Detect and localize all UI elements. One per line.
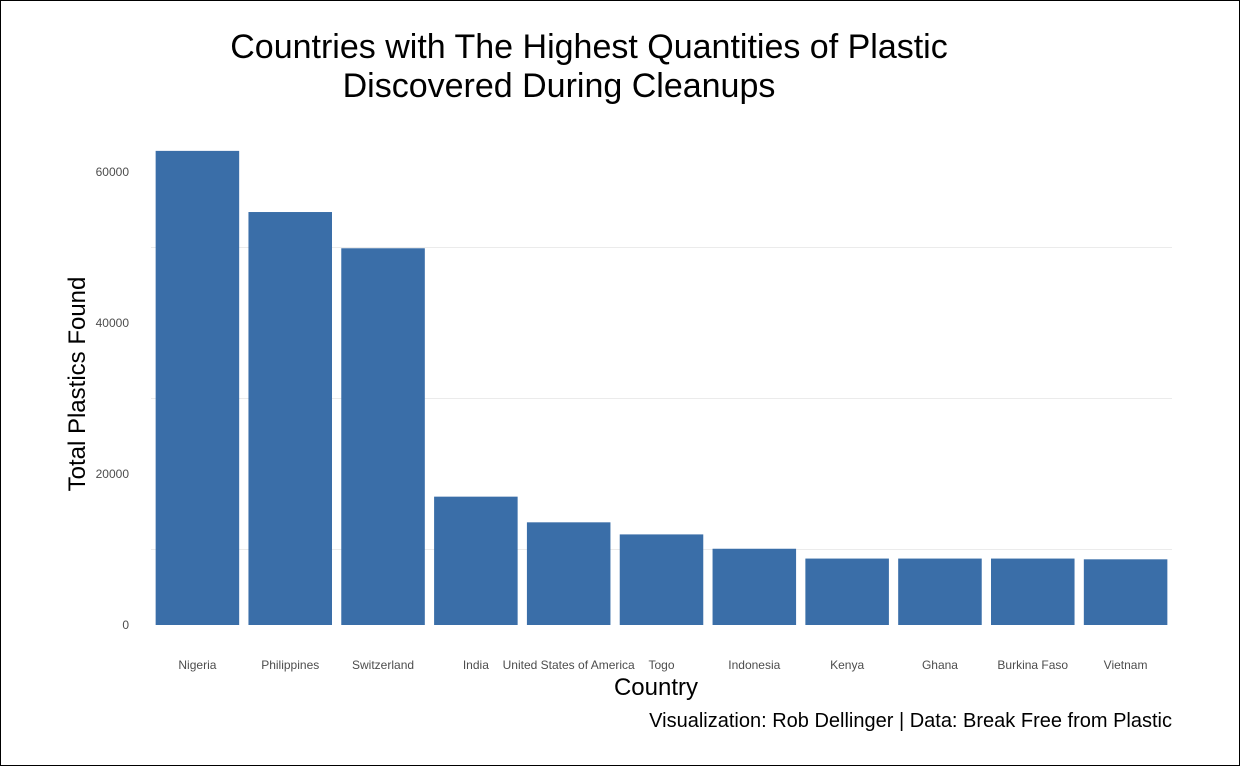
bars [156,151,1168,625]
x-tick-label: Vietnam [1104,658,1148,672]
chart-title-line-1: Countries with The Highest Quantities of… [230,28,948,66]
bar-ghana [898,559,982,625]
bar-india [434,497,518,625]
x-tick-label: Togo [648,658,674,672]
bar-burkina-faso [991,559,1075,625]
y-axis-ticks: 0 20000 40000 60000 [96,165,130,632]
bar-philippines [248,212,332,625]
bar-indonesia [713,549,797,625]
y-tick-label: 60000 [96,165,130,179]
chart-title-line-2: Discovered During Cleanups [343,67,776,105]
bar-kenya [805,559,889,625]
x-tick-label: Kenya [830,658,864,672]
y-tick-label: 20000 [96,467,130,481]
chart-caption: Visualization: Rob Dellinger | Data: Bre… [649,710,1172,732]
x-tick-label: Switzerland [352,658,414,672]
x-tick-label: Philippines [261,658,319,672]
bar-nigeria [156,151,240,625]
bar-vietnam [1084,559,1168,625]
x-tick-label: Nigeria [178,658,216,672]
x-tick-label: Burkina Faso [997,658,1068,672]
bar-switzerland [341,248,425,625]
y-tick-label: 0 [122,618,129,632]
bar-togo [620,534,704,625]
x-tick-label: United States of America [503,658,635,672]
x-tick-label: Indonesia [728,658,780,672]
x-axis-ticks: Nigeria Philippines Switzerland India United… [178,658,1147,672]
bar-united-states-of-america [527,522,611,625]
x-axis-title: Country [614,674,698,701]
y-axis-title: Total Plastics Found [64,277,91,492]
y-tick-label: 40000 [96,316,130,330]
x-tick-label: Ghana [922,658,958,672]
x-tick-label: India [463,658,489,672]
